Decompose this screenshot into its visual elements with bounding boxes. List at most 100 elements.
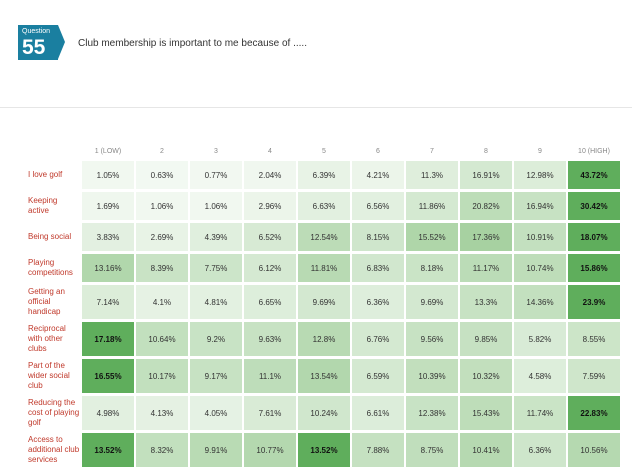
cell: 9.69% xyxy=(298,285,350,319)
cell: 13.3% xyxy=(460,285,512,319)
cell: 11.17% xyxy=(460,254,512,282)
cell: 22.83% xyxy=(568,396,620,430)
table-row: Reducing the cost of playing golf 4.98% 4.… xyxy=(28,396,620,430)
cell: 6.12% xyxy=(244,254,296,282)
cell: 7.14% xyxy=(82,285,134,319)
cell: 6.76% xyxy=(352,322,404,356)
cell: 15.43% xyxy=(460,396,512,430)
cell: 1.05% xyxy=(82,161,134,189)
cell: 9.85% xyxy=(460,322,512,356)
cell: 10.32% xyxy=(460,359,512,393)
cell: 43.72% xyxy=(568,161,620,189)
table-row: Reciprocal with other clubs 17.18% 10.64% 9… xyxy=(28,322,620,356)
column-header: 7 xyxy=(430,148,434,155)
cell: 10.77% xyxy=(244,433,296,467)
cell: 4.13% xyxy=(136,396,188,430)
cell: 8.75% xyxy=(406,433,458,467)
row-label: Access to additional club services xyxy=(28,435,80,464)
cell: 5.82% xyxy=(514,322,566,356)
cell: 10.64% xyxy=(136,322,188,356)
cell: 7.88% xyxy=(352,433,404,467)
cell: 20.82% xyxy=(460,192,512,220)
cell: 10.39% xyxy=(406,359,458,393)
cell: 13.54% xyxy=(298,359,350,393)
badge-number: 55 xyxy=(22,36,46,59)
cell: 6.63% xyxy=(298,192,350,220)
cell: 10.17% xyxy=(136,359,188,393)
cell: 1.06% xyxy=(190,192,242,220)
cell: 10.74% xyxy=(514,254,566,282)
cell: 6.83% xyxy=(352,254,404,282)
cell: 18.07% xyxy=(568,223,620,251)
column-header: 5 xyxy=(322,148,326,155)
cell: 14.36% xyxy=(514,285,566,319)
cell: 11.1% xyxy=(244,359,296,393)
cell: 4.21% xyxy=(352,161,404,189)
cell: 8.32% xyxy=(136,433,188,467)
row-label: Playing competitions xyxy=(28,258,73,277)
cell: 2.69% xyxy=(136,223,188,251)
cell: 3.83% xyxy=(82,223,134,251)
header-row: 1 (LOW) 2 3 4 5 6 7 8 9 10 (HIGH) xyxy=(28,133,620,158)
column-header: 9 xyxy=(538,148,542,155)
table-row: Keeping active 1.69% 1.06% 1.06% 2.96% 6.63% 6… xyxy=(28,192,620,220)
cell: 9.17% xyxy=(190,359,242,393)
cell: 0.77% xyxy=(190,161,242,189)
cell: 7.61% xyxy=(244,396,296,430)
row-label: I love golf xyxy=(28,170,63,179)
cell: 8.18% xyxy=(406,254,458,282)
column-header: 2 xyxy=(160,148,164,155)
cell: 4.1% xyxy=(136,285,188,319)
row-label: Being social xyxy=(28,232,72,241)
cell: 2.96% xyxy=(244,192,296,220)
table-row: Access to additional club services 13.52%… xyxy=(28,433,620,467)
cell: 2.04% xyxy=(244,161,296,189)
table-row: Playing competitions 13.16% 8.39% 7.75% 6.12… xyxy=(28,254,620,282)
column-header: 1 (LOW) xyxy=(94,148,122,155)
cell: 9.69% xyxy=(406,285,458,319)
cell: 1.69% xyxy=(82,192,134,220)
cell: 16.91% xyxy=(460,161,512,189)
column-header: 6 xyxy=(376,148,380,155)
row-label: Keeping active xyxy=(28,196,58,215)
cell: 6.59% xyxy=(352,359,404,393)
row-label: Reducing the cost of playing golf xyxy=(28,398,80,427)
column-header: 10 (HIGH) xyxy=(578,148,610,155)
table-row: Being social 3.83% 2.69% 4.39% 6.52% 12.54% 8.… xyxy=(28,223,620,251)
cell: 11.81% xyxy=(298,254,350,282)
cell: 7.75% xyxy=(190,254,242,282)
cell: 13.52% xyxy=(298,433,350,467)
cell: 9.56% xyxy=(406,322,458,356)
cell: 9.91% xyxy=(190,433,242,467)
cell: 17.18% xyxy=(82,322,134,356)
cell: 4.98% xyxy=(82,396,134,430)
cell: 9.63% xyxy=(244,322,296,356)
cell: 11.74% xyxy=(514,396,566,430)
column-header: 8 xyxy=(484,148,488,155)
cell: 6.36% xyxy=(352,285,404,319)
row-label: Reciprocal with other clubs xyxy=(28,324,66,353)
cell: 16.55% xyxy=(82,359,134,393)
cell: 12.54% xyxy=(298,223,350,251)
cell: 4.58% xyxy=(514,359,566,393)
cell: 4.39% xyxy=(190,223,242,251)
cell: 11.86% xyxy=(406,192,458,220)
cell: 13.52% xyxy=(82,433,134,467)
cell: 1.06% xyxy=(136,192,188,220)
cell: 8.39% xyxy=(136,254,188,282)
cell: 11.3% xyxy=(406,161,458,189)
question-badge: Question 55 xyxy=(18,25,65,60)
cell: 4.05% xyxy=(190,396,242,430)
cell: 15.86% xyxy=(568,254,620,282)
cell: 12.38% xyxy=(406,396,458,430)
column-header: 4 xyxy=(268,148,272,155)
cell: 16.94% xyxy=(514,192,566,220)
cell: 12.8% xyxy=(298,322,350,356)
column-header: 3 xyxy=(214,148,218,155)
cell: 4.81% xyxy=(190,285,242,319)
cell: 17.36% xyxy=(460,223,512,251)
badge-label: Question xyxy=(22,28,51,35)
table-row: Part of the wider social club 16.55% 10.17… xyxy=(28,359,620,393)
table-row: Getting an official handicap 7.14% 4.1% 4.8… xyxy=(28,285,620,319)
